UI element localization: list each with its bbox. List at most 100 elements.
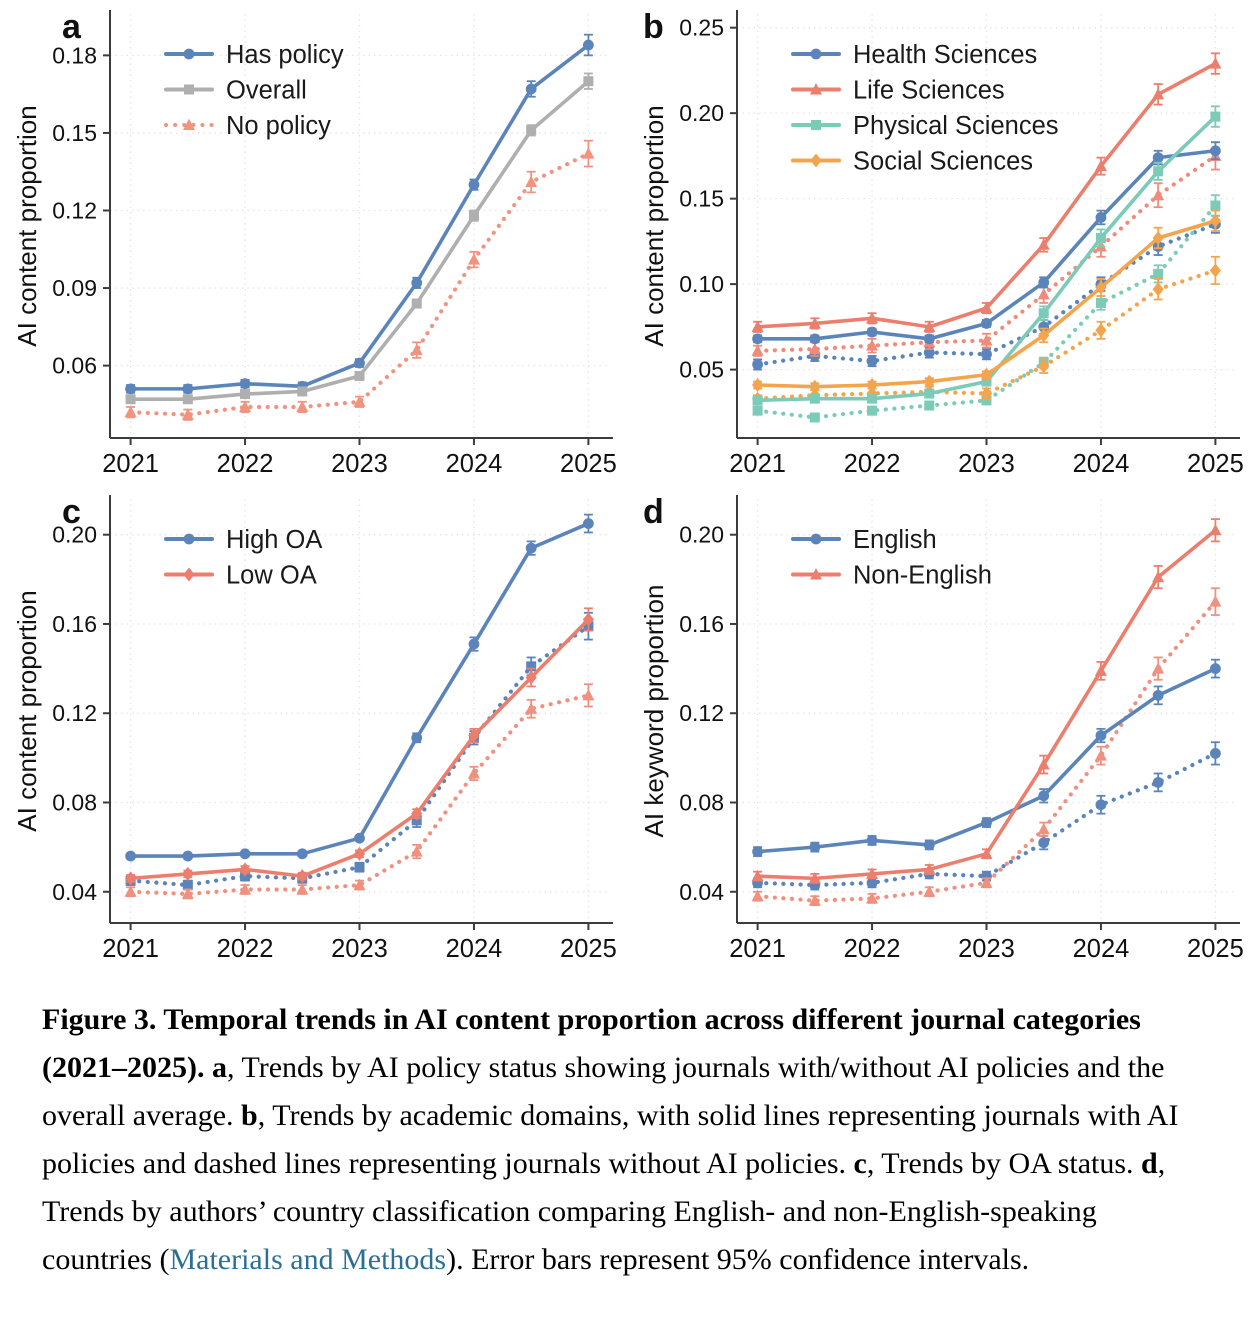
panel-d-chart: 0.04 0.08 0.12 0.16 0.20 2021 2022 2023 2024 2025… — [639, 493, 1244, 963]
y-tick-label: 0.18 — [52, 42, 97, 68]
series-social-sciences — [752, 209, 1221, 394]
legend-label: Social Sciences — [853, 148, 1033, 176]
x-tick-label: 2021 — [729, 450, 786, 478]
gridlines — [737, 14, 1236, 438]
x-tick-label: 2025 — [1187, 935, 1244, 963]
y-tick-label: 0.04 — [52, 879, 97, 905]
series-has-policy — [125, 33, 594, 395]
y-axis: 0.04 0.08 0.12 0.16 0.20 — [679, 522, 737, 905]
legend-label: High OA — [226, 526, 322, 554]
caption-text: , Trends by OA status. — [866, 1147, 1142, 1180]
x-tick-label: 2021 — [729, 935, 786, 963]
y-axis: 0.05 0.10 0.15 0.20 0.25 — [679, 15, 737, 383]
caption-text: ). Error bars represent 95% confidence i… — [446, 1243, 1030, 1276]
panel-letter: b — [643, 8, 664, 46]
series-no-policy — [124, 139, 595, 421]
x-axis: 2021 2022 2023 2024 2025 — [102, 438, 617, 478]
y-tick-label: 0.16 — [52, 611, 97, 637]
series-health-sciences — [752, 141, 1221, 345]
axes — [736, 495, 1240, 924]
x-tick-label: 2022 — [844, 935, 901, 963]
y-axis-title: AI content proportion — [12, 590, 42, 831]
caption-text: Figure 3. Temporal trends in AI content … — [42, 1003, 1141, 1084]
x-tick-label: 2021 — [102, 935, 159, 963]
x-axis: 2021 2022 2023 2024 2025 — [729, 923, 1244, 963]
panel-b-chart: 0.05 0.10 0.15 0.20 0.25 2021 2022 2023 2024 2025… — [639, 8, 1244, 478]
x-tick-label: 2025 — [560, 935, 617, 963]
legend-label: Has policy — [226, 41, 344, 69]
legend-label: Low OA — [226, 562, 317, 590]
series-non-english-no-policy — [751, 587, 1222, 907]
y-axis: 0.04 0.08 0.12 0.16 0.20 — [52, 522, 110, 905]
y-tick-label: 0.10 — [679, 271, 724, 297]
y-axis: 0.06 0.09 0.12 0.15 0.18 — [52, 42, 110, 379]
x-tick-label: 2022 — [217, 935, 274, 963]
legend: Health Sciences Life Sciences Physical Sci… — [791, 41, 1059, 176]
series-non-english — [751, 518, 1222, 884]
panel-letter: d — [643, 493, 664, 531]
x-axis: 2021 2022 2023 2024 2025 — [729, 438, 1244, 478]
series-life-sciences — [751, 52, 1222, 333]
caption-text: c — [853, 1147, 867, 1180]
y-tick-label: 0.09 — [52, 275, 97, 301]
series-overall — [125, 72, 594, 405]
x-tick-label: 2024 — [1073, 450, 1130, 478]
y-axis-title: AI keyword proportion — [639, 585, 669, 838]
materials-and-methods-link[interactable]: Materials and Methods — [169, 1243, 447, 1276]
y-tick-label: 0.04 — [679, 879, 724, 905]
legend: Has policy Overall No policy — [164, 41, 344, 140]
y-axis-title: AI content proportion — [639, 105, 669, 346]
x-tick-label: 2025 — [1187, 450, 1244, 478]
legend: High OA Low OA — [164, 526, 322, 590]
figure-caption: Figure 3. Temporal trends in AI content … — [42, 996, 1210, 1284]
x-tick-label: 2023 — [958, 450, 1015, 478]
y-tick-label: 0.15 — [679, 186, 724, 212]
legend-label: No policy — [226, 112, 331, 140]
x-tick-label: 2022 — [217, 450, 274, 478]
y-tick-label: 0.08 — [52, 789, 97, 815]
caption-text: , Trends by academic domains, with solid… — [42, 1099, 1179, 1180]
panel-a-chart: 0.06 0.09 0.12 0.15 0.18 2021 2022 2023 2024 2025… — [12, 8, 617, 478]
legend-label: English — [853, 526, 937, 554]
axes — [109, 495, 613, 924]
x-tick-label: 2025 — [560, 450, 617, 478]
x-tick-label: 2024 — [1073, 935, 1130, 963]
legend-label: Physical Sciences — [853, 112, 1059, 140]
x-tick-label: 2023 — [331, 935, 388, 963]
legend-label: Overall — [226, 77, 307, 105]
y-tick-label: 0.20 — [679, 522, 724, 548]
panel-c-chart: 0.04 0.08 0.12 0.16 0.20 2021 2022 2023 2024 2025… — [12, 493, 617, 963]
x-axis: 2021 2022 2023 2024 2025 — [102, 923, 617, 963]
legend-label: Non-English — [853, 562, 992, 590]
x-tick-label: 2024 — [446, 450, 503, 478]
caption-text: d — [1141, 1147, 1158, 1180]
y-tick-label: 0.08 — [679, 789, 724, 815]
caption-text: a — [211, 1051, 227, 1084]
legend-label: Life Sciences — [853, 77, 1005, 105]
figure-panels: 0.06 0.09 0.12 0.15 0.18 2021 2022 2023 2024 2025… — [12, 8, 1244, 963]
y-tick-label: 0.20 — [679, 100, 724, 126]
series-english — [752, 658, 1221, 857]
caption-text: , Trends by authors’ country classificat… — [42, 1147, 1166, 1276]
panel-letter: a — [62, 8, 82, 46]
y-tick-label: 0.05 — [679, 357, 724, 383]
caption-text: , Trends by AI policy status showing jou… — [42, 1051, 1165, 1132]
y-axis-title: AI content proportion — [12, 105, 42, 346]
y-tick-label: 0.06 — [52, 353, 97, 379]
x-tick-label: 2023 — [331, 450, 388, 478]
series-high-oa — [125, 513, 594, 862]
series-low-oa-no-policy — [124, 683, 595, 900]
legend-label: Health Sciences — [853, 41, 1037, 69]
y-tick-label: 0.12 — [52, 197, 97, 223]
y-tick-label: 0.12 — [52, 700, 97, 726]
y-tick-label: 0.20 — [52, 522, 97, 548]
legend: English Non-English — [791, 526, 992, 590]
x-tick-label: 2021 — [102, 450, 159, 478]
caption-text: b — [241, 1099, 258, 1132]
x-tick-label: 2022 — [844, 450, 901, 478]
y-tick-label: 0.12 — [679, 700, 724, 726]
y-tick-label: 0.15 — [52, 120, 97, 146]
x-tick-label: 2024 — [446, 935, 503, 963]
axes — [109, 10, 613, 439]
